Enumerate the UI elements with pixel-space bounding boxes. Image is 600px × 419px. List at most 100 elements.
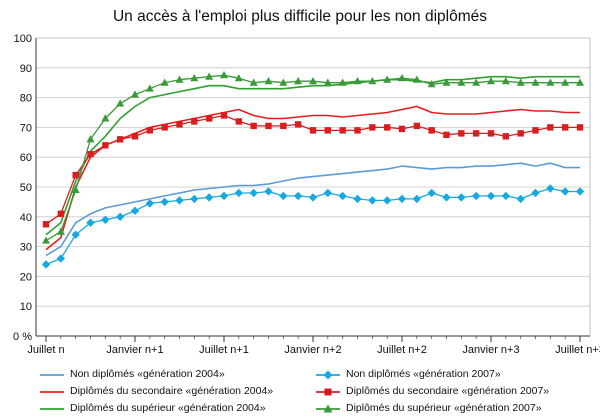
data-point — [219, 191, 229, 201]
y-tick-label: 20 — [20, 271, 32, 283]
data-point — [413, 122, 421, 130]
data-point — [264, 187, 273, 196]
y-tick-label: 60 — [20, 152, 32, 164]
y-tick-label: 70 — [20, 122, 32, 134]
data-point — [397, 194, 407, 204]
data-point — [220, 71, 228, 79]
data-point — [561, 78, 570, 86]
x-tick-label: Juillet n+3 — [555, 344, 600, 356]
legend-swatch — [316, 388, 340, 396]
data-point — [531, 78, 540, 86]
legend-label: Non diplômés «génération 2007» — [346, 368, 501, 380]
data-point — [56, 227, 65, 235]
data-point — [71, 230, 80, 239]
y-tick-label: 10 — [20, 301, 32, 313]
data-point — [427, 79, 436, 88]
data-point — [249, 188, 258, 198]
data-point — [161, 124, 168, 131]
data-point — [472, 78, 481, 86]
data-point — [457, 193, 466, 202]
data-point — [86, 218, 95, 227]
data-point — [442, 193, 451, 202]
data-point — [146, 127, 154, 134]
y-tick-label: 0 % — [13, 331, 32, 343]
data-point — [191, 118, 198, 125]
data-point — [205, 115, 213, 122]
data-point — [353, 194, 362, 204]
y-tick-label: 80 — [20, 93, 32, 105]
data-point — [517, 130, 524, 137]
data-point — [471, 191, 481, 201]
data-point — [115, 212, 125, 221]
data-point — [487, 77, 495, 85]
data-point — [190, 194, 199, 204]
x-tick-label: Janvier n+3 — [462, 344, 519, 356]
data-point — [279, 78, 288, 86]
data-point — [294, 77, 303, 85]
x-axis-ticks: Juillet n Janvier n+1 Juillet n+1 Janvier n… — [27, 336, 600, 356]
x-tick-label: Janvier n+1 — [106, 344, 163, 356]
data-point — [369, 124, 376, 131]
legend-label: Diplômés du secondaire «génération 2004» — [70, 385, 274, 397]
y-axis-ticks: 0 % 10 20 30 40 50 60 70 80 90 100 — [13, 33, 32, 343]
data-point — [383, 75, 392, 83]
legend-label: Diplômés du secondaire «génération 2007» — [346, 385, 550, 397]
data-point — [560, 187, 570, 196]
x-tick-label: Janvier n+2 — [284, 344, 341, 356]
data-point — [561, 124, 569, 131]
data-point — [42, 236, 50, 244]
data-point — [339, 127, 346, 134]
chart-title: Un accès à l'emploi plus difficile pour … — [112, 8, 487, 25]
line-chart: 0 % 10 20 30 40 50 60 70 80 90 100 Juillet n Janvie… — [13, 33, 600, 356]
series-markers — [41, 71, 585, 269]
data-point — [190, 74, 199, 82]
data-point — [131, 90, 139, 98]
data-point — [575, 187, 585, 196]
data-point — [472, 130, 480, 137]
data-point — [457, 78, 466, 86]
data-point — [428, 127, 435, 134]
data-point — [412, 194, 422, 204]
y-tick-label: 30 — [20, 242, 32, 254]
data-point — [101, 114, 110, 122]
data-point — [264, 77, 273, 85]
data-point — [160, 78, 169, 86]
data-point — [412, 75, 421, 83]
data-point — [102, 142, 109, 149]
grid-lines — [36, 38, 590, 336]
data-point — [502, 133, 510, 140]
data-point — [324, 127, 332, 134]
data-point — [116, 99, 125, 107]
data-point — [294, 121, 302, 128]
data-point — [249, 78, 258, 86]
data-point — [175, 196, 184, 205]
data-point — [56, 254, 66, 263]
data-point — [516, 194, 525, 204]
data-point — [220, 112, 228, 119]
data-point — [338, 78, 347, 86]
y-tick-label: 50 — [20, 182, 32, 194]
legend-swatch — [40, 408, 64, 410]
data-point — [309, 127, 317, 134]
data-point — [57, 210, 65, 218]
data-point — [398, 74, 406, 82]
data-point — [86, 135, 95, 143]
data-point — [368, 196, 377, 205]
data-point — [160, 197, 169, 207]
data-point — [427, 188, 436, 198]
data-point — [145, 84, 154, 92]
data-point — [487, 130, 495, 137]
data-point — [576, 124, 584, 131]
data-point — [458, 130, 465, 137]
data-point — [486, 191, 496, 201]
data-point — [234, 188, 244, 198]
legend-label: Diplômés du supérieur «génération 2007» — [346, 402, 542, 414]
y-tick-label: 100 — [14, 33, 32, 45]
data-point — [234, 74, 243, 82]
data-point — [308, 193, 318, 202]
data-point — [130, 206, 140, 216]
data-point — [101, 215, 110, 224]
data-point — [293, 191, 303, 201]
legend: Non diplômés «génération 2004» Non diplôm… — [38, 367, 598, 417]
x-tick-label: Juillet n+1 — [199, 344, 249, 356]
